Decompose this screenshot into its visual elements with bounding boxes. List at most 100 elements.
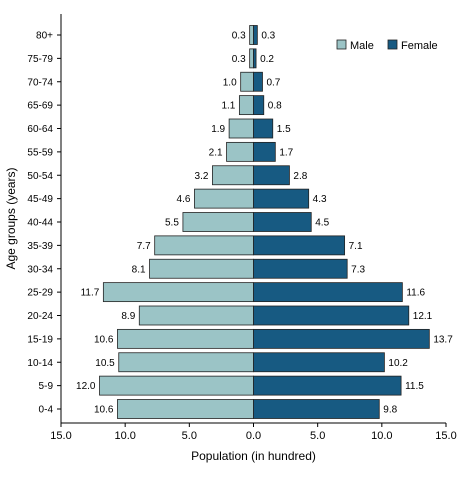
bar-female-25-29 — [253, 282, 403, 303]
bar-female-15-19 — [253, 328, 430, 349]
bar-female-65-69 — [253, 95, 265, 116]
value-label-male-0-4: 10.6 — [94, 405, 114, 416]
bar-male-80+ — [249, 25, 254, 45]
value-label-female-35-39: 7.1 — [349, 241, 363, 252]
bar-female-30-34 — [253, 258, 348, 279]
bar-male-0-4 — [117, 399, 254, 419]
x-tick-label-10: 10.0 — [371, 430, 392, 442]
y-tick-label-65-69: 65-69 — [27, 101, 53, 112]
y-tick-label-10-14: 10-14 — [27, 358, 53, 369]
bar-male-70-74 — [240, 71, 254, 92]
value-label-female-75-79: 0.2 — [260, 54, 274, 65]
x-tick-label-5: 5.0 — [310, 430, 325, 442]
legend-label-male: Male — [350, 40, 374, 52]
y-tick-label-60-64: 60-64 — [27, 124, 53, 135]
bar-male-25-29 — [102, 282, 254, 303]
value-label-male-35-39: 7.7 — [137, 241, 151, 252]
y-tick-label-40-44: 40-44 — [27, 218, 53, 229]
value-label-female-50-54: 2.8 — [293, 171, 307, 182]
bar-male-65-69 — [238, 95, 254, 116]
x-tick-label--5: 5.0 — [182, 430, 197, 442]
value-label-female-30-34: 7.3 — [351, 264, 365, 275]
value-label-male-15-19: 10.6 — [94, 334, 114, 345]
bar-female-40-44 — [253, 212, 312, 232]
bar-female-20-24 — [253, 305, 410, 326]
value-label-male-45-49: 4.6 — [177, 194, 191, 205]
bar-male-45-49 — [194, 188, 254, 209]
value-label-male-25-29: 11.7 — [81, 288, 100, 299]
legend-swatch-male — [336, 39, 347, 50]
value-label-female-45-49: 4.3 — [313, 194, 327, 205]
y-axis-title: Age groups (years) — [4, 167, 18, 269]
value-label-male-10-14: 10.5 — [95, 358, 115, 369]
value-label-male-65-69: 1.1 — [221, 101, 235, 112]
bar-male-55-59 — [226, 141, 254, 162]
value-label-female-60-64: 1.5 — [277, 124, 291, 135]
y-tick-label-75-79: 75-79 — [27, 54, 53, 65]
value-label-female-20-24: 12.1 — [413, 311, 433, 322]
x-tick-label--15: 15.0 — [50, 430, 71, 442]
value-label-male-75-79: 0.3 — [232, 54, 246, 65]
bar-female-70-74 — [253, 71, 263, 92]
value-label-male-40-44: 5.5 — [165, 218, 179, 229]
bar-male-40-44 — [182, 212, 254, 232]
x-tick-label-15: 15.0 — [435, 430, 456, 442]
y-tick-label-30-34: 30-34 — [27, 264, 53, 275]
y-tick-label-45-49: 45-49 — [27, 194, 53, 205]
bar-female-10-14 — [253, 352, 385, 373]
bar-female-75-79 — [253, 48, 257, 69]
bar-female-45-49 — [253, 188, 310, 209]
bar-female-55-59 — [253, 141, 276, 162]
y-tick-label-80+: 80+ — [36, 31, 53, 42]
value-label-male-50-54: 3.2 — [195, 171, 209, 182]
x-tick-label--10: 10.0 — [114, 430, 135, 442]
value-label-female-10-14: 10.2 — [388, 358, 408, 369]
bar-female-50-54 — [253, 165, 290, 186]
value-label-male-20-24: 8.9 — [121, 311, 135, 322]
value-label-male-30-34: 8.1 — [132, 264, 146, 275]
bar-male-50-54 — [212, 165, 254, 186]
bar-male-75-79 — [249, 48, 254, 69]
value-label-male-80+: 0.3 — [232, 31, 246, 42]
value-label-male-5-9: 12.0 — [76, 381, 96, 392]
value-label-female-65-69: 0.8 — [268, 101, 282, 112]
y-tick-label-50-54: 50-54 — [27, 171, 53, 182]
value-label-female-40-44: 4.5 — [315, 218, 329, 229]
value-label-female-25-29: 11.6 — [406, 288, 425, 299]
legend-label-female: Female — [401, 40, 438, 52]
value-label-female-55-59: 1.7 — [279, 147, 293, 158]
y-tick-label-70-74: 70-74 — [27, 77, 53, 88]
y-tick-label-15-19: 15-19 — [27, 334, 53, 345]
y-tick-label-5-9: 5-9 — [39, 381, 54, 392]
bar-male-60-64 — [228, 118, 254, 139]
value-label-male-70-74: 1.0 — [223, 77, 237, 88]
bar-male-20-24 — [138, 305, 254, 326]
bar-male-10-14 — [118, 352, 254, 373]
value-label-male-60-64: 1.9 — [211, 124, 225, 135]
bar-male-35-39 — [154, 235, 254, 256]
bar-male-15-19 — [117, 328, 254, 349]
bar-female-60-64 — [253, 118, 274, 139]
value-label-female-0-4: 9.8 — [383, 405, 397, 416]
bar-female-0-4 — [253, 399, 380, 419]
y-tick-label-0-4: 0-4 — [39, 405, 54, 416]
value-label-female-15-19: 13.7 — [433, 334, 453, 345]
bar-male-30-34 — [149, 258, 254, 279]
bar-male-5-9 — [99, 375, 254, 396]
bar-female-35-39 — [253, 235, 346, 256]
value-label-female-80+: 0.3 — [261, 31, 275, 42]
y-tick-label-55-59: 55-59 — [27, 147, 53, 158]
value-label-female-5-9: 11.5 — [405, 381, 424, 392]
bar-female-5-9 — [253, 375, 402, 396]
value-label-female-70-74: 0.7 — [266, 77, 280, 88]
y-tick-label-20-24: 20-24 — [27, 311, 53, 322]
legend-swatch-female — [387, 39, 398, 50]
y-tick-label-35-39: 35-39 — [27, 241, 53, 252]
x-axis-title: Population (in hundred) — [191, 449, 316, 463]
y-tick-label-25-29: 25-29 — [27, 288, 53, 299]
bar-female-80+ — [253, 25, 258, 45]
x-tick-label-0: 0.0 — [246, 430, 261, 442]
value-label-male-55-59: 2.1 — [209, 147, 223, 158]
